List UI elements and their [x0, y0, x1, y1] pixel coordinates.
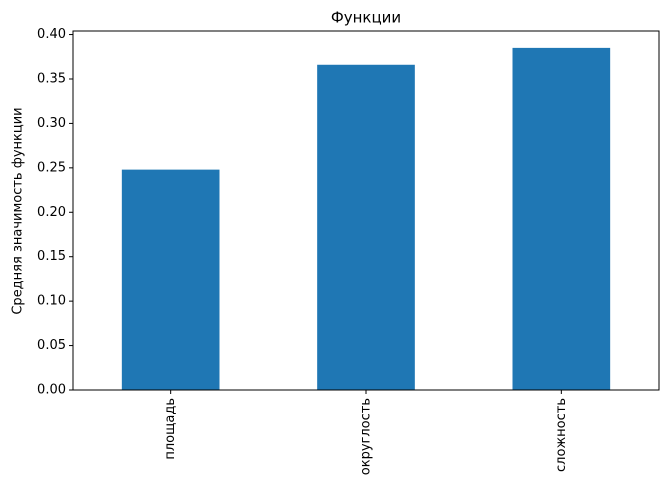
y-tick-label: 0.15 — [37, 249, 66, 264]
y-tick-label: 0.30 — [37, 116, 66, 131]
chart-title: Функции — [331, 9, 401, 27]
y-tick-label: 0.05 — [37, 338, 66, 353]
y-tick-label: 0.10 — [37, 294, 66, 309]
y-tick-label: 0.00 — [37, 383, 66, 398]
y-axis-label: Средняя значимость функции — [11, 107, 26, 314]
y-tick-label: 0.25 — [37, 160, 66, 175]
bar — [121, 169, 220, 390]
x-tick-label: сложность — [554, 398, 569, 472]
y-tick-label: 0.40 — [37, 27, 66, 42]
y-tick-label: 0.35 — [37, 71, 66, 86]
bar — [512, 47, 611, 390]
x-tick-label: округлость — [359, 398, 374, 475]
x-tick-label: площадь — [163, 398, 178, 460]
bar — [317, 64, 415, 390]
y-tick-label: 0.20 — [37, 205, 66, 220]
plot-frame — [72, 30, 660, 391]
